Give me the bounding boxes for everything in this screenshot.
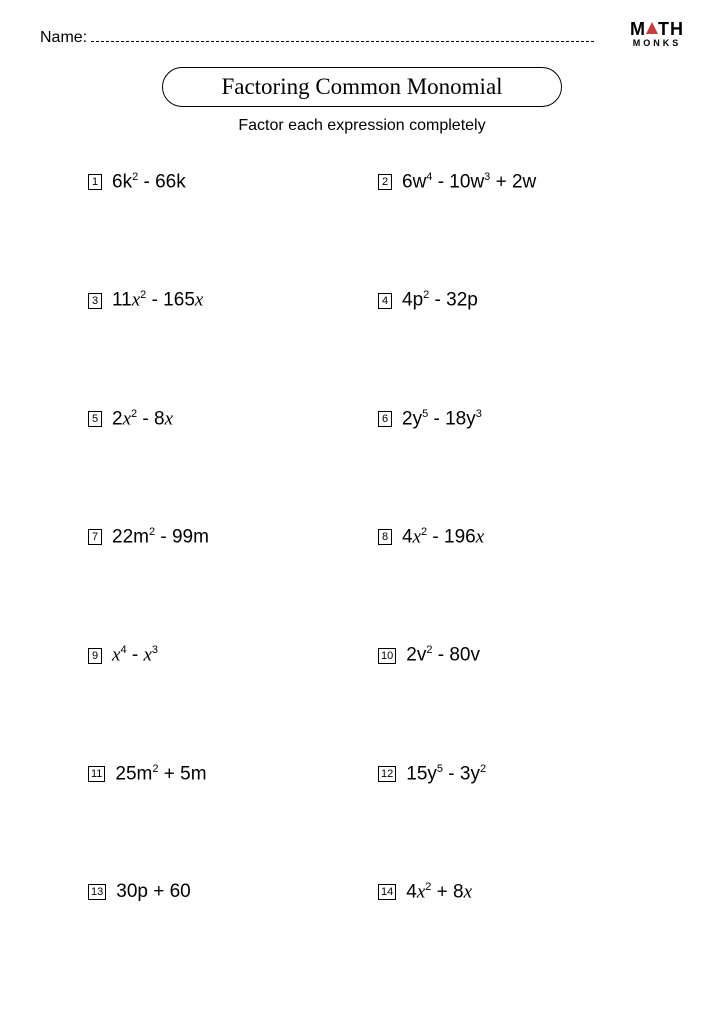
problems-grid: 1 6k2 - 66k 2 6w4 - 10w3 + 2w 3 11x2 - 1… [40,171,684,903]
expression: 11x2 - 165x [112,289,203,311]
problem-number: 1 [88,174,102,190]
problem-number: 8 [378,529,392,545]
logo: M TH MONKS [630,20,684,48]
problem-number: 11 [88,766,105,782]
problem-item: 14 4x2 + 8x [378,881,664,903]
problem-number: 6 [378,411,392,427]
problem-row: 9 x4 - x3 10 2v2 - 80v [88,644,664,666]
problem-row: 3 11x2 - 165x 4 4p2 - 32p [88,289,664,311]
name-line [91,28,594,42]
triangle-icon [646,22,658,34]
problem-number: 3 [88,293,102,309]
expression: 2y5 - 18y3 [402,408,482,430]
problem-row: 1 6k2 - 66k 2 6w4 - 10w3 + 2w [88,171,664,193]
expression: 15y5 - 3y2 [406,763,486,785]
problem-number: 7 [88,529,102,545]
problem-row: 11 25m2 + 5m 12 15y5 - 3y2 [88,763,664,785]
subtitle: Factor each expression completely [40,117,684,135]
logo-th: TH [658,19,684,39]
problem-item: 11 25m2 + 5m [88,763,378,785]
expression: 4p2 - 32p [402,289,478,311]
logo-m: M [630,19,646,39]
expression: 2x2 - 8x [112,408,173,430]
problem-number: 10 [378,648,396,664]
expression: 25m2 + 5m [115,763,206,785]
header: Name: MTH MONKS [40,28,684,47]
logo-bottom: MONKS [630,39,684,48]
expression: 4x2 + 8x [406,881,472,903]
problem-item: 13 30p + 60 [88,881,378,903]
expression: 4x2 - 196x [402,526,484,548]
problem-item: 5 2x2 - 8x [88,408,378,430]
problem-number: 12 [378,766,396,782]
name-row: Name: [40,28,684,47]
problem-item: 8 4x2 - 196x [378,526,664,548]
problem-item: 3 11x2 - 165x [88,289,378,311]
problem-number: 14 [378,884,396,900]
problem-number: 4 [378,293,392,309]
expression: 6w4 - 10w3 + 2w [402,171,536,193]
problem-item: 7 22m2 - 99m [88,526,378,548]
problem-row: 13 30p + 60 14 4x2 + 8x [88,881,664,903]
problem-number: 5 [88,411,102,427]
problem-item: 4 4p2 - 32p [378,289,664,311]
name-label: Name: [40,29,87,47]
problem-row: 7 22m2 - 99m 8 4x2 - 196x [88,526,664,548]
problem-item: 2 6w4 - 10w3 + 2w [378,171,664,193]
problem-row: 5 2x2 - 8x 6 2y5 - 18y3 [88,408,664,430]
problem-item: 1 6k2 - 66k [88,171,378,193]
problem-number: 13 [88,884,106,900]
expression: 2v2 - 80v [406,644,480,666]
problem-item: 10 2v2 - 80v [378,644,664,666]
page-title: Factoring Common Monomial [162,67,562,107]
problem-number: 9 [88,648,102,664]
problem-number: 2 [378,174,392,190]
expression: 6k2 - 66k [112,171,186,193]
expression: 22m2 - 99m [112,526,209,548]
problem-item: 6 2y5 - 18y3 [378,408,664,430]
problem-item: 9 x4 - x3 [88,644,378,666]
expression: 30p + 60 [116,881,191,903]
expression: x4 - x3 [112,644,158,666]
problem-item: 12 15y5 - 3y2 [378,763,664,785]
logo-top: M TH [630,20,684,38]
